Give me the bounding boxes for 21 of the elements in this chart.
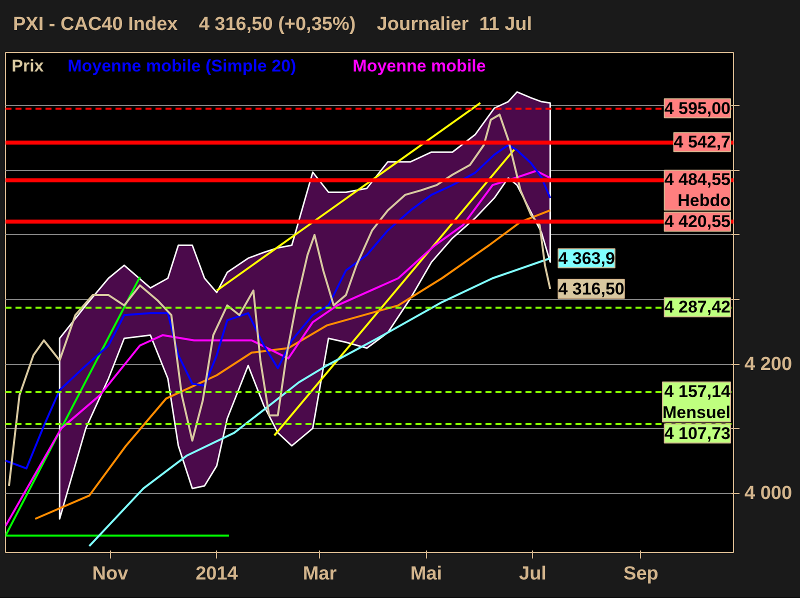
ref-line-label: 4 484,55 Hebdo [664,170,731,210]
x-tick-label: Nov [92,564,129,584]
ref-line-label: 4 420,55 [664,212,731,232]
data-label: 4 363,9 [558,248,615,268]
ref-line-label: 4 107,73 [664,424,731,443]
text: Prix [12,56,44,76]
ref-line-label: 4 157,14 Mensuel [662,382,732,422]
x-tick-label: 2014 [196,564,238,584]
y-tick-label: 4 200 [744,354,792,375]
ref-line-label: 4 287,42 [664,298,731,317]
x-tick-label: Sep [624,564,658,584]
x-tick-label: Mar [302,564,338,584]
ref-line-label: 4 542,7 [674,132,731,152]
y-tick-label: 4 000 [744,483,792,504]
chart-title: PXI - CAC40 Index 4 316,50 (+0,35%) Journalier 11 Jul [13,13,532,37]
text: Moyenne mobile [352,56,486,76]
text: Moyenne mobile (Simple 20) [68,56,296,76]
x-tick-label: Mai [410,564,442,584]
x-tick-label: Jul [519,564,546,584]
ref-line-label: 4 595,00 [664,98,731,118]
data-label: 4 316,50 [558,279,624,298]
